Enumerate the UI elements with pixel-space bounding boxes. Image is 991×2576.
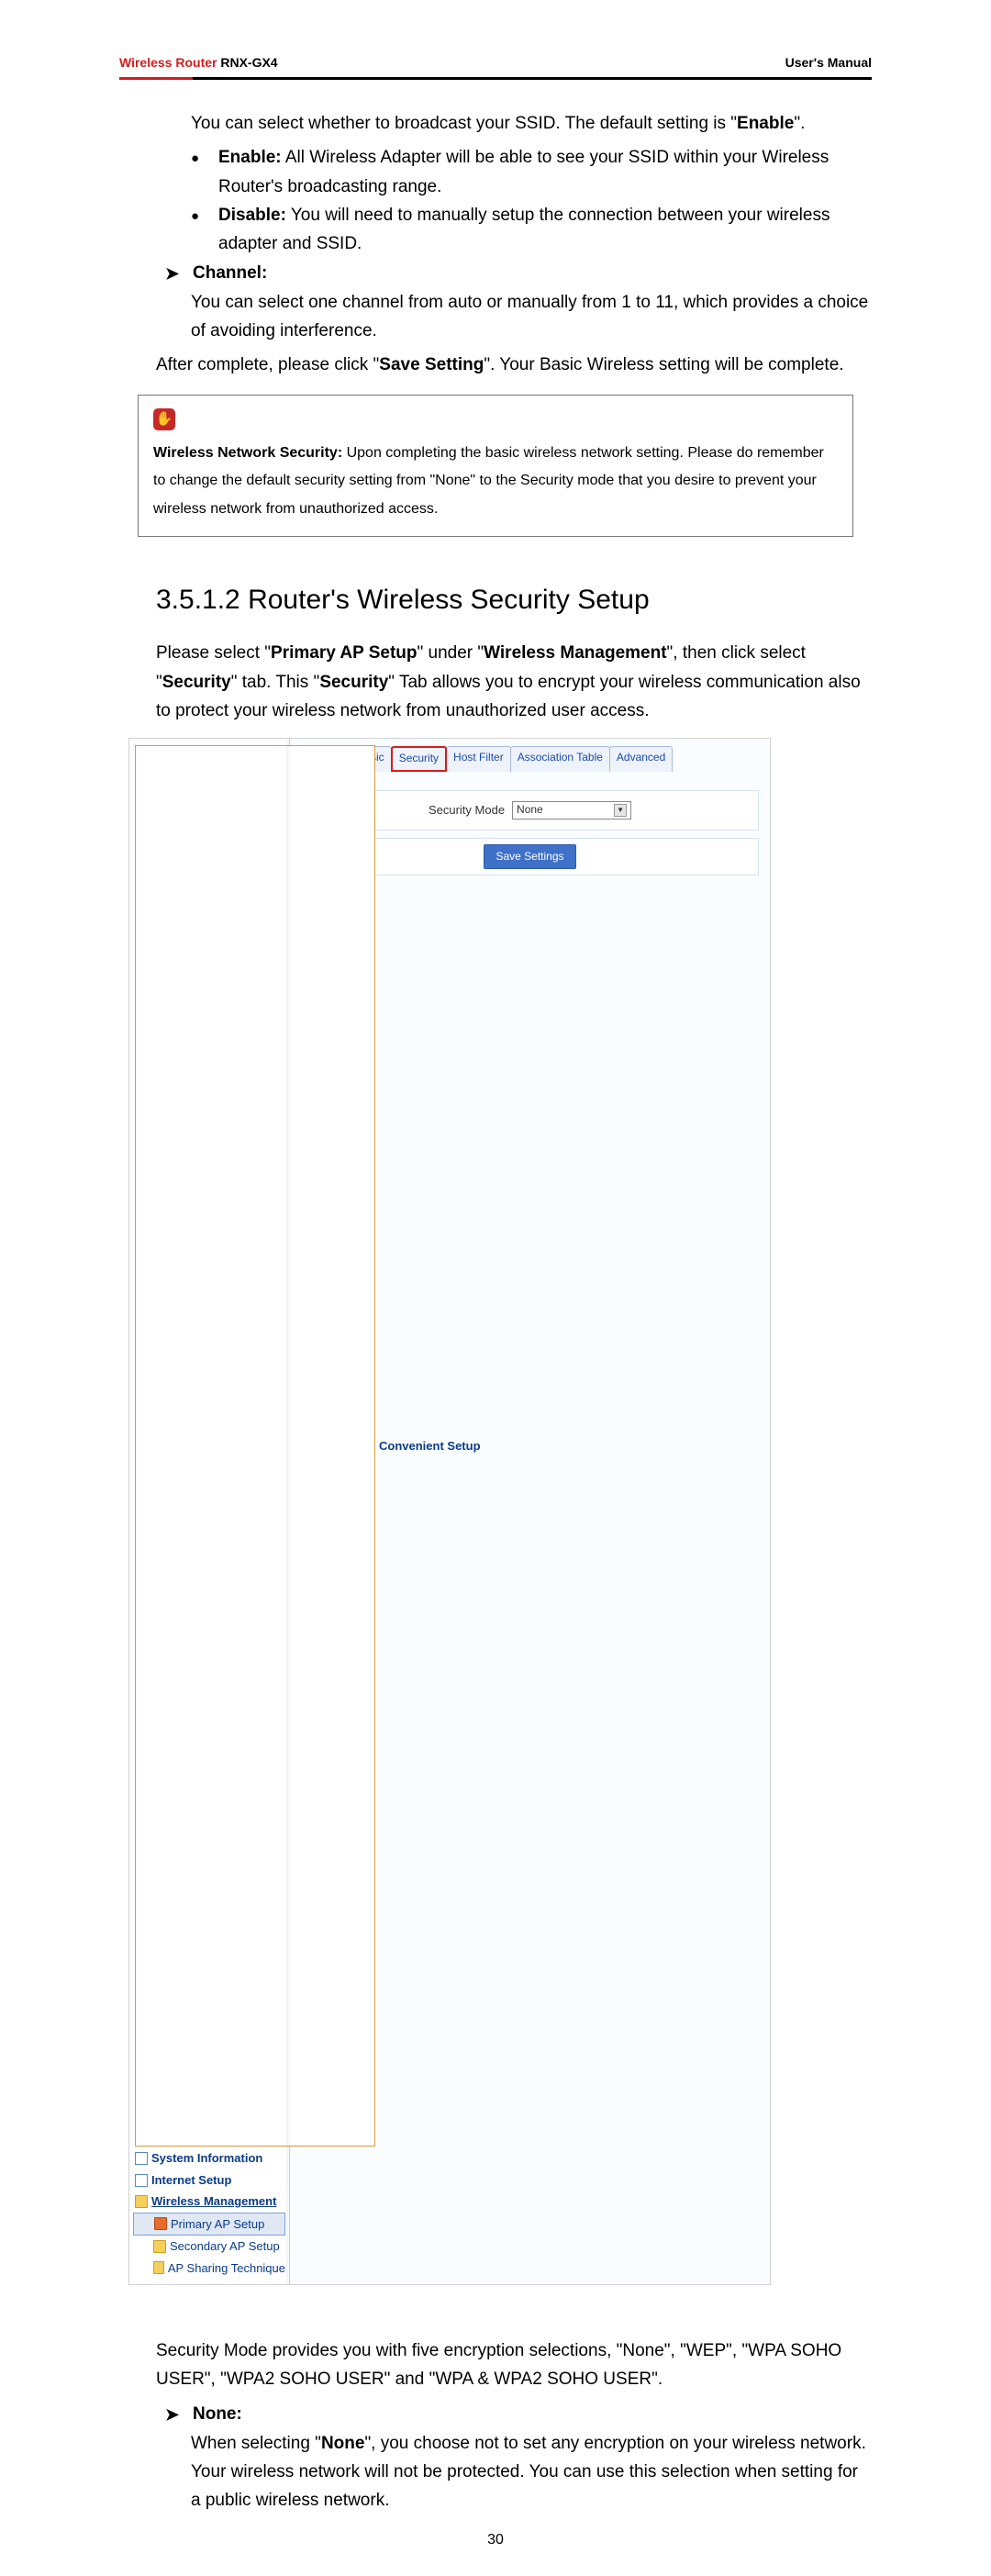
disable-label: Disable: — [218, 206, 286, 225]
sidebar-item[interactable]: AP Sharing Technique — [133, 2258, 285, 2279]
sidebar-item-label: Wireless Management — [151, 2191, 276, 2211]
section-heading: 3.5.1.2 Router's Wireless Security Setup — [156, 577, 872, 623]
folder-icon — [135, 2195, 148, 2208]
intro-paragraph: You can select whether to broadcast your… — [191, 109, 872, 138]
router-ui-screenshot: Convenient SetupSystem InformationIntern… — [128, 738, 771, 2285]
sidebar-item[interactable]: System Information — [133, 2147, 285, 2169]
router-tab[interactable]: Host Filter — [446, 746, 511, 772]
sidebar-item[interactable]: Internet Setup — [133, 2169, 285, 2191]
page-number: 30 — [0, 2532, 991, 2548]
sidebar-item[interactable]: Secondary AP Setup — [133, 2236, 285, 2257]
sidebar-item[interactable]: Primary AP Setup — [133, 2213, 285, 2236]
header-left: Wireless Router RNX-GX4 — [119, 55, 278, 70]
none-heading-row: ➤ None: — [165, 2400, 872, 2429]
router-sidebar: Convenient SetupSystem InformationIntern… — [129, 739, 290, 2284]
bullet-dot-icon: ● — [191, 143, 218, 201]
note-box: ✋ Wireless Network Security: Upon comple… — [138, 395, 853, 537]
router-tab[interactable]: Advanced — [609, 746, 673, 772]
channel-heading: Channel: — [193, 259, 267, 288]
channel-heading-row: ➤ Channel: — [165, 259, 872, 288]
router-tab[interactable]: Association Table — [510, 746, 610, 772]
router-tab[interactable]: Security — [391, 746, 447, 772]
sidebar-item-label: Internet Setup — [151, 2170, 231, 2190]
page: Wireless Router RNX-GX4 User's Manual Yo… — [0, 0, 991, 2576]
chevron-down-icon: ▼ — [614, 804, 627, 817]
page-blue-icon — [135, 2174, 148, 2187]
page-blue-icon — [135, 2152, 148, 2165]
header-rule — [119, 77, 872, 80]
sidebar-item-label: AP Sharing Technique — [168, 2258, 285, 2278]
sidebar-item-label: Secondary AP Setup — [170, 2236, 280, 2256]
none-heading: None: — [193, 2400, 242, 2429]
sidebar-item[interactable]: Convenient Setup — [133, 744, 285, 2147]
disable-text: You will need to manually setup the conn… — [218, 206, 830, 253]
header-right: User's Manual — [785, 55, 872, 70]
security-mode-label: Security Mode — [429, 800, 505, 820]
bullet-disable: ● Disable: You will need to manually set… — [191, 201, 872, 259]
note-text: Wireless Network Security: Upon completi… — [153, 440, 838, 523]
channel-text: You can select one channel from auto or … — [191, 288, 872, 346]
bullet-enable: ● Enable: All Wireless Adapter will be a… — [191, 143, 872, 201]
sidebar-item[interactable]: Wireless Management — [133, 2191, 285, 2212]
security-intro: Please select "Primary AP Setup" under "… — [156, 639, 872, 725]
none-text: When selecting "None", you choose not to… — [191, 2429, 872, 2515]
body: You can select whether to broadcast your… — [119, 109, 872, 2515]
folder-red-icon — [154, 2217, 167, 2230]
security-mode-row: Security Mode None ▼ — [313, 800, 747, 820]
after-paragraph: After complete, please click "Save Setti… — [156, 351, 872, 379]
model-name: RNX-GX4 — [220, 55, 277, 70]
enable-label: Enable: — [218, 148, 282, 167]
bullet-dot-icon: ● — [191, 201, 218, 259]
sidebar-item-label: Convenient Setup — [379, 1436, 481, 1455]
page-header: Wireless Router RNX-GX4 User's Manual — [119, 55, 872, 77]
arrow-icon: ➤ — [165, 2400, 193, 2429]
folder-icon — [153, 2261, 164, 2274]
enable-text: All Wireless Adapter will be able to see… — [218, 148, 829, 195]
sidebar-item-label: System Information — [151, 2148, 262, 2168]
security-mode-select[interactable]: None ▼ — [512, 801, 631, 820]
sidebar-item-label: Primary AP Setup — [171, 2214, 264, 2234]
product-name: Wireless Router — [119, 55, 217, 70]
mode-paragraph: Security Mode provides you with five enc… — [156, 2336, 872, 2394]
folder-icon — [153, 2240, 166, 2253]
page-icon — [135, 745, 375, 2147]
arrow-icon: ➤ — [165, 259, 193, 288]
security-mode-value: None — [517, 801, 543, 820]
save-settings-button[interactable]: Save Settings — [484, 844, 575, 870]
hand-stop-icon: ✋ — [153, 408, 175, 430]
